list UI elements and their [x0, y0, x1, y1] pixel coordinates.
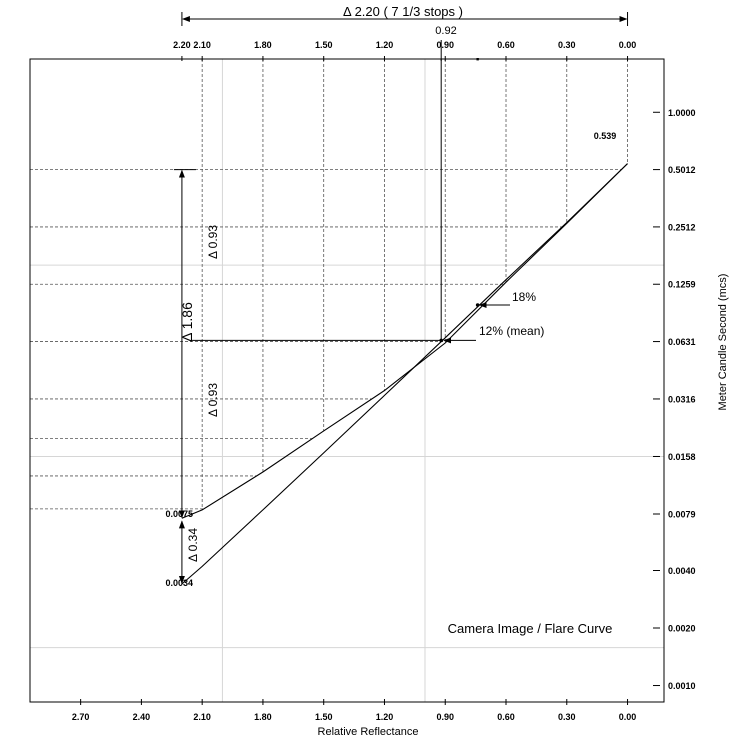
top-tick-label: 1.80 [254, 40, 272, 50]
right-y-axis: 1.0000 0.5012 0.2512 0.1259 0.0631 0.0316 0.01… [653, 108, 696, 691]
top-tick-label: 2.20 [173, 40, 191, 50]
top-tick-label: 1.20 [376, 40, 394, 50]
right-tick-label: 0.0158 [668, 452, 696, 462]
bottom-tick-label: 1.80 [254, 712, 272, 722]
top-x-axis: 2.20 2.10 1.80 1.50 1.20 0.90 0.60 0.30 0.00 [173, 12, 636, 61]
bottom-tick-label: 2.70 [72, 712, 90, 722]
bottom-x-axis: 2.70 2.40 2.10 1.80 1.50 1.20 0.90 0.60 0.30 0.00 [72, 699, 636, 722]
right-tick-label: 1.0000 [668, 108, 696, 118]
bottom-tick-label: 0.00 [619, 712, 637, 722]
right-tick-label: 0.1259 [668, 280, 696, 290]
top-tick-label: 0.90 [436, 40, 454, 50]
annotations [173, 169, 510, 584]
right-tick-label: 0.0316 [668, 394, 696, 404]
curve-series [181, 163, 628, 585]
top-marker-label: 0.92 [435, 25, 456, 37]
upper-min-label: 0.0075 [165, 509, 193, 519]
delta-lower-label: Δ 0.93 [206, 383, 220, 417]
light-grid [30, 59, 664, 702]
top-tick-label: 0.30 [558, 40, 576, 50]
lower-min-label: 0.0034 [165, 578, 193, 588]
chart-title: Camera Image / Flare Curve [448, 621, 613, 636]
max-value-label: 0.539 [594, 131, 617, 141]
right-tick-label: 0.0079 [668, 510, 696, 520]
top-tick-label: 0.00 [619, 40, 637, 50]
bottom-tick-label: 0.60 [497, 712, 515, 722]
right-tick-label: 0.0631 [668, 337, 696, 347]
right-tick-label: 0.2512 [668, 222, 696, 232]
dashed-grid [30, 59, 628, 510]
bottom-tick-label: 0.90 [436, 712, 454, 722]
y-axis-label: Meter Candle Second (mcs) [717, 274, 729, 411]
top-range-label: Δ 2.20 ( 7 1/3 stops ) [343, 4, 463, 19]
delta-upper-label: Δ 0.93 [206, 225, 220, 259]
bottom-tick-label: 2.10 [193, 712, 211, 722]
right-tick-label: 0.5012 [668, 165, 696, 175]
mean-guide-lines [192, 59, 442, 341]
bottom-tick-label: 0.30 [558, 712, 576, 722]
bottom-tick-label: 1.20 [376, 712, 394, 722]
right-tick-label: 0.0020 [668, 624, 696, 634]
right-tick-label: 0.0010 [668, 681, 696, 691]
top-gray-marker [476, 58, 479, 61]
bottom-tick-label: 2.40 [133, 712, 151, 722]
top-tick-label: 0.60 [497, 40, 515, 50]
top-tick-label: 2.10 [193, 40, 211, 50]
image-curve-line [181, 163, 628, 585]
gray-point-label: 18% [512, 290, 536, 304]
delta-flare-label: Δ 0.34 [186, 528, 200, 562]
right-tick-label: 0.0040 [668, 566, 696, 576]
mean-point-label: 12% (mean) [479, 324, 544, 338]
bottom-tick-label: 1.50 [315, 712, 333, 722]
mean-point-marker [439, 338, 443, 343]
top-tick-label: 1.50 [315, 40, 333, 50]
gray-point-marker [475, 303, 480, 307]
flare-curve-line [181, 163, 628, 519]
delta-total-label: Δ 1.86 [179, 302, 195, 342]
plot-frame [29, 58, 665, 703]
x-axis-label: Relative Reflectance [318, 726, 419, 738]
